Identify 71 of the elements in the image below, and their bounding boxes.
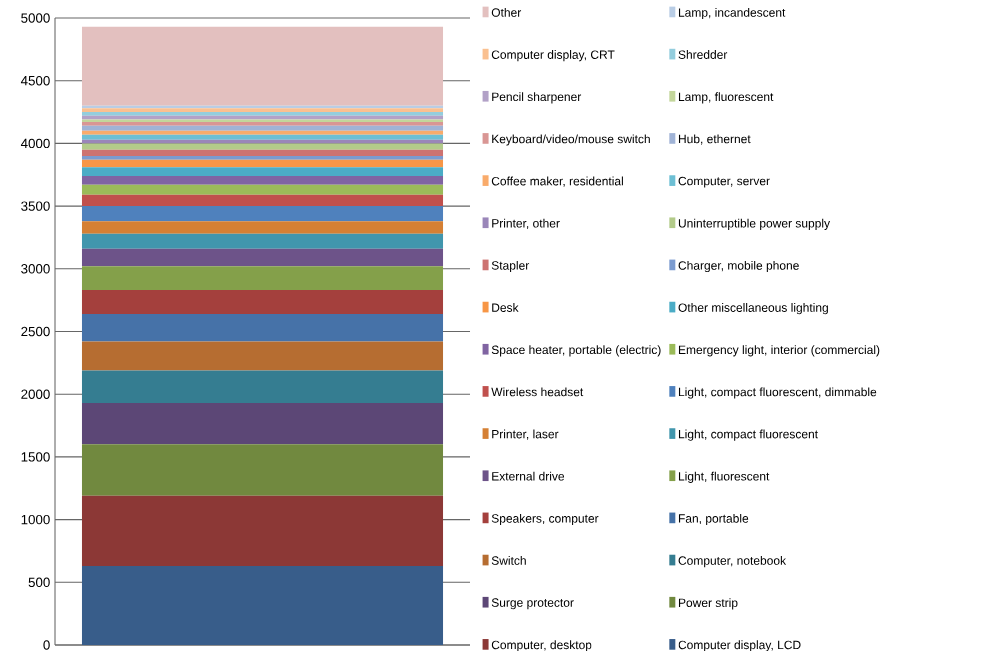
legend-label: Charger, mobile phone bbox=[678, 260, 799, 273]
legend-label: Other bbox=[491, 7, 522, 17]
bar bbox=[81, 125, 444, 131]
bar bbox=[81, 370, 444, 403]
legend-label: Pencil sharpener bbox=[492, 92, 582, 104]
bar bbox=[81, 176, 444, 185]
bar bbox=[81, 444, 444, 496]
y-tick-label: 4000 bbox=[20, 138, 50, 149]
bar bbox=[81, 184, 444, 195]
bar bbox=[81, 143, 444, 150]
legend-label: Stapler bbox=[491, 260, 530, 273]
legend-label: Light, compact fluorescent, dimmable bbox=[678, 387, 877, 399]
bar bbox=[81, 206, 444, 222]
y-tick-label: 4500 bbox=[20, 75, 50, 86]
bar bbox=[81, 159, 444, 168]
bar bbox=[81, 313, 444, 342]
y-tick-label: 500 bbox=[28, 577, 50, 588]
legend-label: External drive bbox=[492, 471, 565, 481]
legend-label: Surge protector bbox=[491, 598, 574, 610]
legend-label: Printer, other bbox=[492, 218, 560, 229]
y-tick-label: 3000 bbox=[21, 264, 50, 274]
legend-label: Power strip bbox=[678, 598, 738, 610]
legend-label: Speakers, computer bbox=[491, 513, 599, 526]
y-tick-label: 0 bbox=[43, 640, 50, 650]
y-tick-label: 1000 bbox=[21, 514, 50, 525]
bar bbox=[81, 112, 444, 116]
legend-label: Space heater, portable (electric) bbox=[491, 345, 661, 357]
bar bbox=[81, 108, 444, 113]
bar bbox=[81, 341, 444, 371]
bar bbox=[81, 26, 444, 106]
y-tick-label: 2000 bbox=[21, 389, 50, 399]
bar bbox=[81, 149, 444, 156]
bar bbox=[81, 233, 444, 249]
legend-label: Lamp, fluorescent bbox=[678, 92, 774, 104]
legend-label: Lamp, incandescent bbox=[678, 7, 786, 20]
legend-label: Printer, laser bbox=[492, 429, 559, 440]
legend-label: Fan, portable bbox=[678, 513, 749, 526]
legend-label: Computer display, LCD bbox=[678, 640, 801, 651]
bar bbox=[81, 167, 444, 177]
bar bbox=[81, 566, 444, 645]
y-tick-label: 2500 bbox=[21, 326, 50, 337]
legend-label: Switch bbox=[491, 556, 526, 565]
bar bbox=[81, 134, 444, 140]
bar bbox=[81, 155, 444, 160]
legend-label: Desk bbox=[492, 303, 519, 312]
bar bbox=[81, 194, 444, 207]
legend-label: Light, fluorescent bbox=[678, 471, 770, 483]
legend-label: Wireless headset bbox=[491, 387, 584, 397]
legend-label: Computer, notebook bbox=[678, 556, 787, 568]
y-tick-label: 5000 bbox=[21, 13, 50, 23]
bar bbox=[81, 402, 444, 445]
legend-label: Hub, ethernet bbox=[678, 134, 751, 145]
legend-label: Keyboard/video/mouse switch bbox=[492, 134, 650, 146]
legend-label: Shredder bbox=[678, 50, 728, 59]
bar bbox=[81, 130, 444, 135]
y-tick-label: 3500 bbox=[21, 201, 50, 211]
legend-label: Uninterruptible power supply bbox=[678, 218, 831, 230]
bar bbox=[81, 495, 444, 566]
legend-label: Light, compact fluorescent bbox=[678, 429, 818, 441]
legend-label: Computer, desktop bbox=[491, 640, 592, 651]
bar bbox=[81, 115, 444, 120]
bar bbox=[81, 221, 444, 234]
bar bbox=[81, 290, 444, 314]
legend-label: Computer display, CRT bbox=[491, 50, 615, 62]
y-tick-label: 1500 bbox=[21, 452, 50, 462]
legend-label: Coffee maker, residential bbox=[491, 176, 623, 187]
bar bbox=[81, 266, 444, 291]
legend-label: Emergency light, interior (commercial) bbox=[678, 345, 880, 357]
legend-label: Computer, server bbox=[678, 176, 770, 188]
bar bbox=[81, 248, 444, 267]
legend-label: Other miscellaneous lighting bbox=[678, 303, 828, 315]
